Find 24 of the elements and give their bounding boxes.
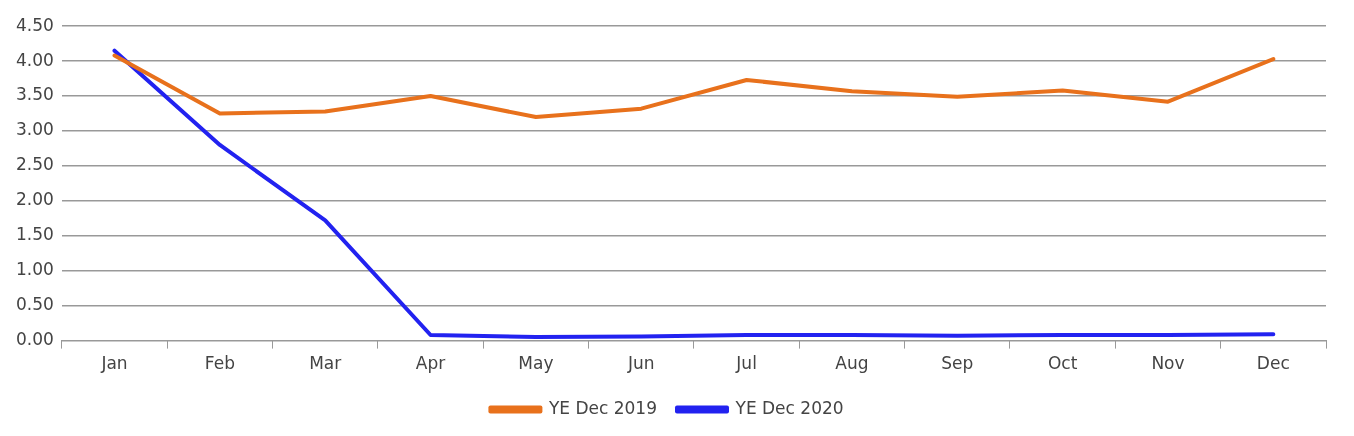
x-tick-label: Feb bbox=[204, 353, 235, 374]
x-tick-label: Jun bbox=[626, 353, 655, 374]
x-tick-label: Apr bbox=[415, 353, 446, 374]
legend-label: YE Dec 2020 bbox=[734, 397, 844, 418]
y-tick-label: 4.00 bbox=[15, 49, 54, 70]
x-tick-label: Jul bbox=[735, 353, 757, 374]
x-tick-label: Mar bbox=[309, 353, 342, 374]
y-tick-label: 1.50 bbox=[15, 224, 54, 245]
y-tick-label: 3.50 bbox=[15, 84, 54, 105]
y-tick-label: 1.00 bbox=[15, 259, 54, 280]
x-tick-label: Sep bbox=[941, 353, 974, 374]
y-tick-label: 2.00 bbox=[15, 189, 54, 210]
x-tick-label: Aug bbox=[835, 353, 869, 374]
legend-label: YE Dec 2019 bbox=[547, 397, 657, 418]
y-tick-label: 2.50 bbox=[15, 154, 54, 175]
x-tick-label: Dec bbox=[1256, 353, 1290, 374]
x-tick-label: Jan bbox=[100, 353, 128, 374]
x-tick-label: Nov bbox=[1151, 353, 1185, 374]
x-tick-label: May bbox=[518, 353, 554, 374]
x-tick-label: Oct bbox=[1047, 353, 1078, 374]
y-tick-label: 0.00 bbox=[15, 329, 54, 350]
y-tick-label: 3.00 bbox=[15, 119, 54, 140]
y-tick-label: 0.50 bbox=[15, 294, 54, 315]
y-tick-label: 4.50 bbox=[15, 14, 54, 35]
